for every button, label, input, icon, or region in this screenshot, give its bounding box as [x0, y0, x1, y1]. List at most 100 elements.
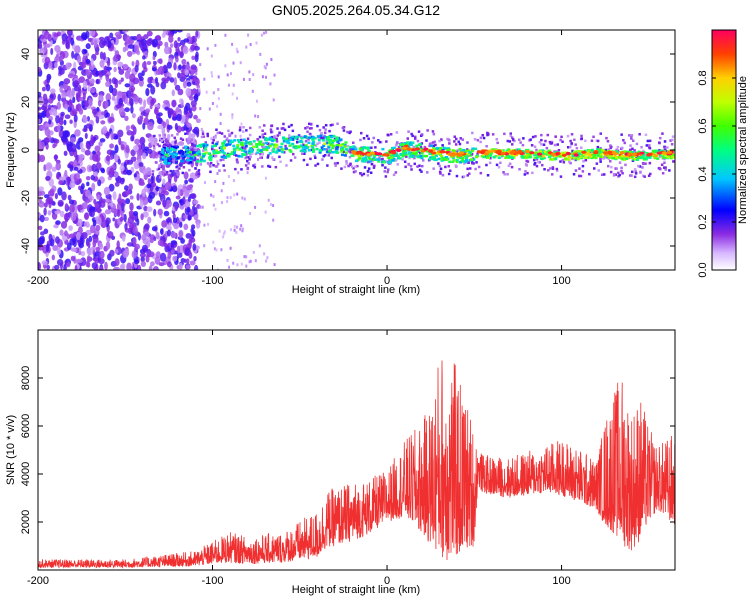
spectrogram-cell [494, 154, 498, 158]
spectrogram-cell [201, 132, 205, 136]
spectrogram-cell [459, 156, 463, 159]
spectrogram-cell [553, 157, 557, 160]
spectrogram-cell [502, 171, 505, 174]
spectrogram-cell [220, 155, 224, 159]
spectrogram-cell [242, 126, 245, 129]
spectrogram-cell [191, 153, 195, 157]
spectrogram-cell [437, 162, 440, 165]
spectrogram-cell [543, 152, 547, 155]
spectrogram-cell [190, 148, 193, 152]
spectrogram-cell [576, 157, 580, 161]
spectrogram-cell [649, 172, 652, 176]
spectrogram-cell [186, 156, 189, 160]
spectrogram-cell [554, 135, 557, 138]
spectrogram-cell [418, 164, 421, 167]
spectrogram-cell [304, 144, 308, 147]
spectrogram-cell [613, 173, 616, 176]
spectrogram-cell [152, 144, 156, 148]
spectrogram-speckle [109, 167, 115, 176]
spectrogram-cell [570, 133, 574, 136]
spectrogram-cell [524, 155, 528, 159]
spectrogram-cell [432, 153, 435, 157]
spectrogram-cell [354, 170, 357, 173]
spectrogram-cell [521, 155, 525, 159]
spectrogram-cell [624, 163, 627, 167]
spectrogram-cell [275, 140, 279, 143]
spectrogram-cell [155, 155, 159, 159]
snr-series-line [38, 360, 675, 569]
spectrogram-speckle [61, 91, 67, 99]
spectrogram-cell [643, 175, 646, 178]
spectrogram-speckle [247, 33, 250, 37]
spectrogram-cell [506, 151, 510, 154]
spectrogram-speckle [183, 80, 187, 89]
spectrogram-peak [561, 153, 567, 157]
spectrogram-cell [389, 159, 393, 162]
snr-y-axis-label: SNR (10 * v/v) [5, 415, 17, 485]
spectrogram-cell [381, 157, 384, 161]
spectrogram-x-ticks: -200 -100 0 100 [27, 30, 571, 287]
spectrogram-speckle [273, 73, 276, 77]
spectrogram-cell [564, 158, 567, 161]
spectrogram-cell [350, 165, 354, 168]
spectrogram-cell [535, 151, 538, 155]
spectrogram-cell [316, 124, 319, 128]
spectrogram-speckle [181, 58, 187, 66]
spectrogram-speckle [120, 77, 124, 82]
spectrogram-speckle [105, 81, 111, 88]
snr-y-tick-label: 8000 [20, 366, 32, 390]
spectrogram-speckle [110, 131, 114, 141]
spectrogram-cell [367, 167, 371, 170]
spectrogram-cell [604, 148, 608, 152]
spectrogram-cell [366, 170, 370, 173]
spectrogram-cell [327, 138, 331, 142]
spectrogram-speckle [166, 133, 171, 141]
spectrogram-speckle [69, 137, 76, 143]
spectrogram-cell [620, 169, 623, 173]
spectrogram-peak [382, 153, 388, 157]
spectrogram-speckle [65, 138, 69, 146]
spectrogram-cell [543, 150, 547, 153]
spectrogram-cell [332, 144, 335, 148]
spectrogram-cell [545, 146, 549, 150]
spectrogram-x-tick-label: -200 [27, 275, 49, 287]
spectrogram-speckle [265, 62, 268, 66]
spectrogram-speckle [150, 261, 155, 267]
spectrogram-speckle [204, 181, 206, 185]
spectrogram-cell [258, 135, 262, 139]
spectrogram-speckle [271, 156, 274, 160]
spectrogram-cell [217, 150, 221, 154]
spectrogram-speckle [168, 222, 172, 231]
spectrogram-speckle [86, 255, 91, 264]
spectrogram-cell [205, 143, 209, 147]
spectrogram-cell [641, 166, 644, 169]
spectrogram-speckle [162, 199, 167, 208]
snr-y-tick-label: 4000 [20, 462, 32, 486]
spectrogram-speckle [155, 251, 161, 259]
spectrogram-cell [472, 162, 475, 165]
spectrogram-cell [236, 144, 240, 147]
spectrogram-cell [442, 158, 446, 162]
spectrogram-speckle [134, 259, 140, 265]
spectrogram-cell [321, 158, 324, 161]
spectrogram-cell [258, 142, 262, 145]
spectrogram-cell [579, 155, 583, 158]
spectrogram-cell [610, 155, 614, 158]
spectrogram-cell [542, 143, 546, 146]
spectrogram-speckle [63, 213, 70, 222]
spectrogram-cell [261, 133, 264, 136]
spectrogram-speckle [55, 162, 61, 171]
spectrogram-speckle [101, 198, 106, 203]
spectrogram-speckle [58, 68, 65, 75]
spectrogram-speckle [54, 62, 58, 69]
spectrogram-cell [326, 150, 330, 154]
spectrogram-speckle [65, 62, 71, 70]
spectrogram-cell [265, 138, 269, 142]
spectrogram-cell [197, 150, 201, 153]
spectrogram-cell [425, 139, 428, 142]
spectrogram-cell [151, 170, 155, 173]
spectrogram-speckle [99, 59, 105, 68]
spectrogram-speckle [139, 106, 146, 113]
spectrogram-speckle [189, 96, 194, 101]
